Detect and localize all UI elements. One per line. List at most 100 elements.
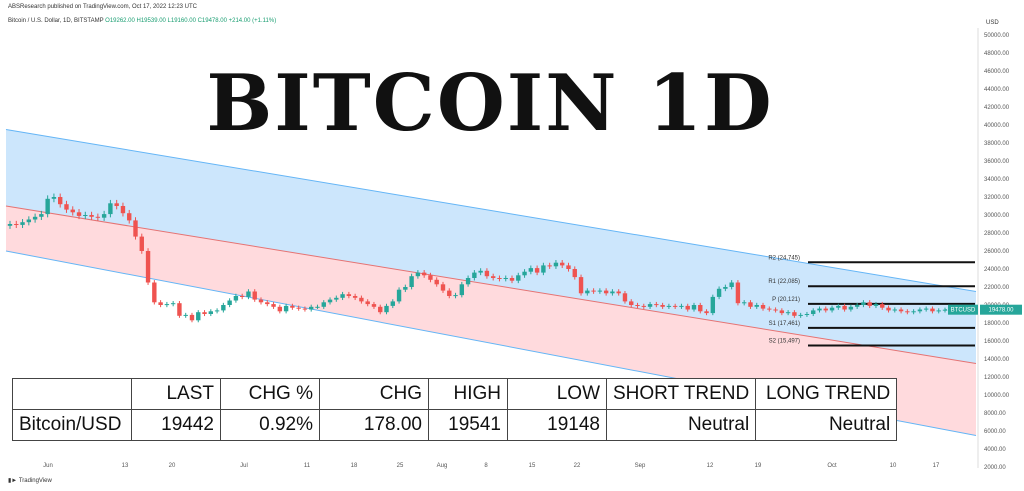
candle-body	[829, 307, 835, 311]
candle-body	[905, 311, 910, 313]
y-tick-label: 26000.00	[984, 249, 1010, 255]
tradingview-logo: ▮► TradingView	[8, 477, 52, 484]
candle-body	[779, 310, 785, 314]
candle-body	[898, 309, 904, 312]
y-tick-label: 12000.00	[984, 375, 1010, 381]
candle-body	[610, 291, 615, 294]
currency-label: USD	[986, 20, 999, 26]
candle-body	[710, 296, 716, 314]
candle-body	[20, 222, 25, 225]
candle-body	[403, 287, 408, 290]
candle-body	[434, 279, 439, 285]
y-tick-label: 50000.00	[984, 33, 1010, 39]
candle-body	[679, 305, 684, 307]
candles	[7, 193, 948, 323]
candle-body	[522, 271, 527, 276]
candle-body	[70, 209, 75, 213]
y-tick-label: 46000.00	[984, 69, 1010, 75]
candle-body	[221, 305, 226, 311]
candle-body	[252, 291, 257, 300]
candle-body	[886, 307, 891, 311]
candle-body	[490, 276, 496, 278]
candle-body	[384, 305, 389, 313]
candle-body	[327, 299, 333, 303]
price-tag-value: 19478.00	[988, 308, 1014, 314]
candle-body	[26, 219, 32, 223]
candle-body	[359, 297, 364, 302]
candle-body	[773, 309, 778, 311]
upper-channel-line	[5, 129, 977, 292]
candle-body	[867, 302, 872, 306]
candle-body	[390, 301, 395, 306]
candle-body	[459, 284, 465, 296]
table-header-cell: HIGH	[428, 378, 508, 410]
x-tick-label: 19	[755, 463, 762, 469]
candle-body	[258, 299, 264, 303]
table-cell: 19442	[131, 409, 221, 441]
candle-body	[729, 282, 734, 287]
x-tick-label: 11	[304, 463, 311, 469]
candle-body	[854, 305, 860, 307]
table-header-cell: LOW	[507, 378, 607, 410]
x-tick-label: 13	[122, 463, 129, 469]
candle-body	[89, 215, 94, 217]
candle-body	[735, 282, 741, 304]
candle-body	[754, 305, 759, 307]
candle-body	[603, 290, 609, 294]
candle-body	[572, 269, 577, 278]
x-tick-label: Aug	[437, 463, 448, 469]
candle-body	[641, 305, 646, 307]
candle-body	[302, 308, 308, 310]
candle-body	[170, 303, 176, 305]
candle-body	[936, 310, 941, 312]
candle-body	[196, 312, 201, 321]
candle-body	[51, 197, 57, 199]
candle-body	[189, 314, 195, 321]
y-tick-label: 36000.00	[984, 159, 1010, 165]
candle-body	[716, 288, 722, 297]
candle-body	[127, 213, 132, 221]
y-tick-label: 18000.00	[984, 321, 1010, 327]
pivot-label: S1 (17,461)	[769, 321, 800, 327]
table-cell: Bitcoin/USD	[12, 409, 132, 441]
x-tick-label: 25	[397, 463, 404, 469]
candle-body	[616, 291, 621, 294]
candle-body	[541, 265, 546, 273]
x-tick-label: 15	[529, 463, 536, 469]
candle-body	[553, 262, 559, 267]
candle-body	[32, 216, 38, 220]
y-tick-label: 2000.00	[984, 465, 1006, 471]
candle-body	[277, 306, 283, 312]
x-tick-label: Jul	[240, 463, 248, 469]
candle-body	[309, 306, 314, 310]
candle-body	[741, 302, 747, 304]
candle-body	[365, 301, 370, 305]
x-tick-label: 22	[574, 463, 581, 469]
candle-body	[271, 304, 276, 307]
candle-body	[560, 262, 565, 266]
symbol-tag-bg	[948, 304, 978, 315]
candle-body	[785, 312, 791, 314]
mid-channel-line	[5, 205, 977, 364]
candle-body	[516, 275, 521, 281]
candle-body	[428, 275, 433, 280]
candle-body	[666, 305, 672, 307]
candle-body	[95, 216, 101, 218]
pivot-label: P (20,121)	[772, 297, 800, 303]
candle-body	[108, 203, 113, 215]
chart-title: BITCOIN 1D	[206, 58, 774, 149]
candle-body	[685, 305, 690, 310]
candle-body	[227, 300, 232, 305]
symbol-line: Bitcoin / U.S. Dollar, 1D, BITSTAMP O192…	[8, 18, 276, 24]
table-cell: 178.00	[319, 409, 429, 441]
candle-body	[39, 214, 44, 217]
x-tick-label: 20	[169, 463, 176, 469]
brand-name: TradingView	[18, 478, 52, 484]
pivot-label: R2 (24,745)	[768, 255, 800, 261]
ohlc-values: O19262.00 H19539.00 L19160.00 C19478.00	[105, 18, 227, 24]
candle-body	[478, 270, 483, 273]
candle-body	[923, 308, 929, 310]
candle-body	[164, 304, 170, 306]
price-tag: BTCUSD 19478.00	[945, 304, 1022, 315]
candle-body	[45, 198, 50, 215]
